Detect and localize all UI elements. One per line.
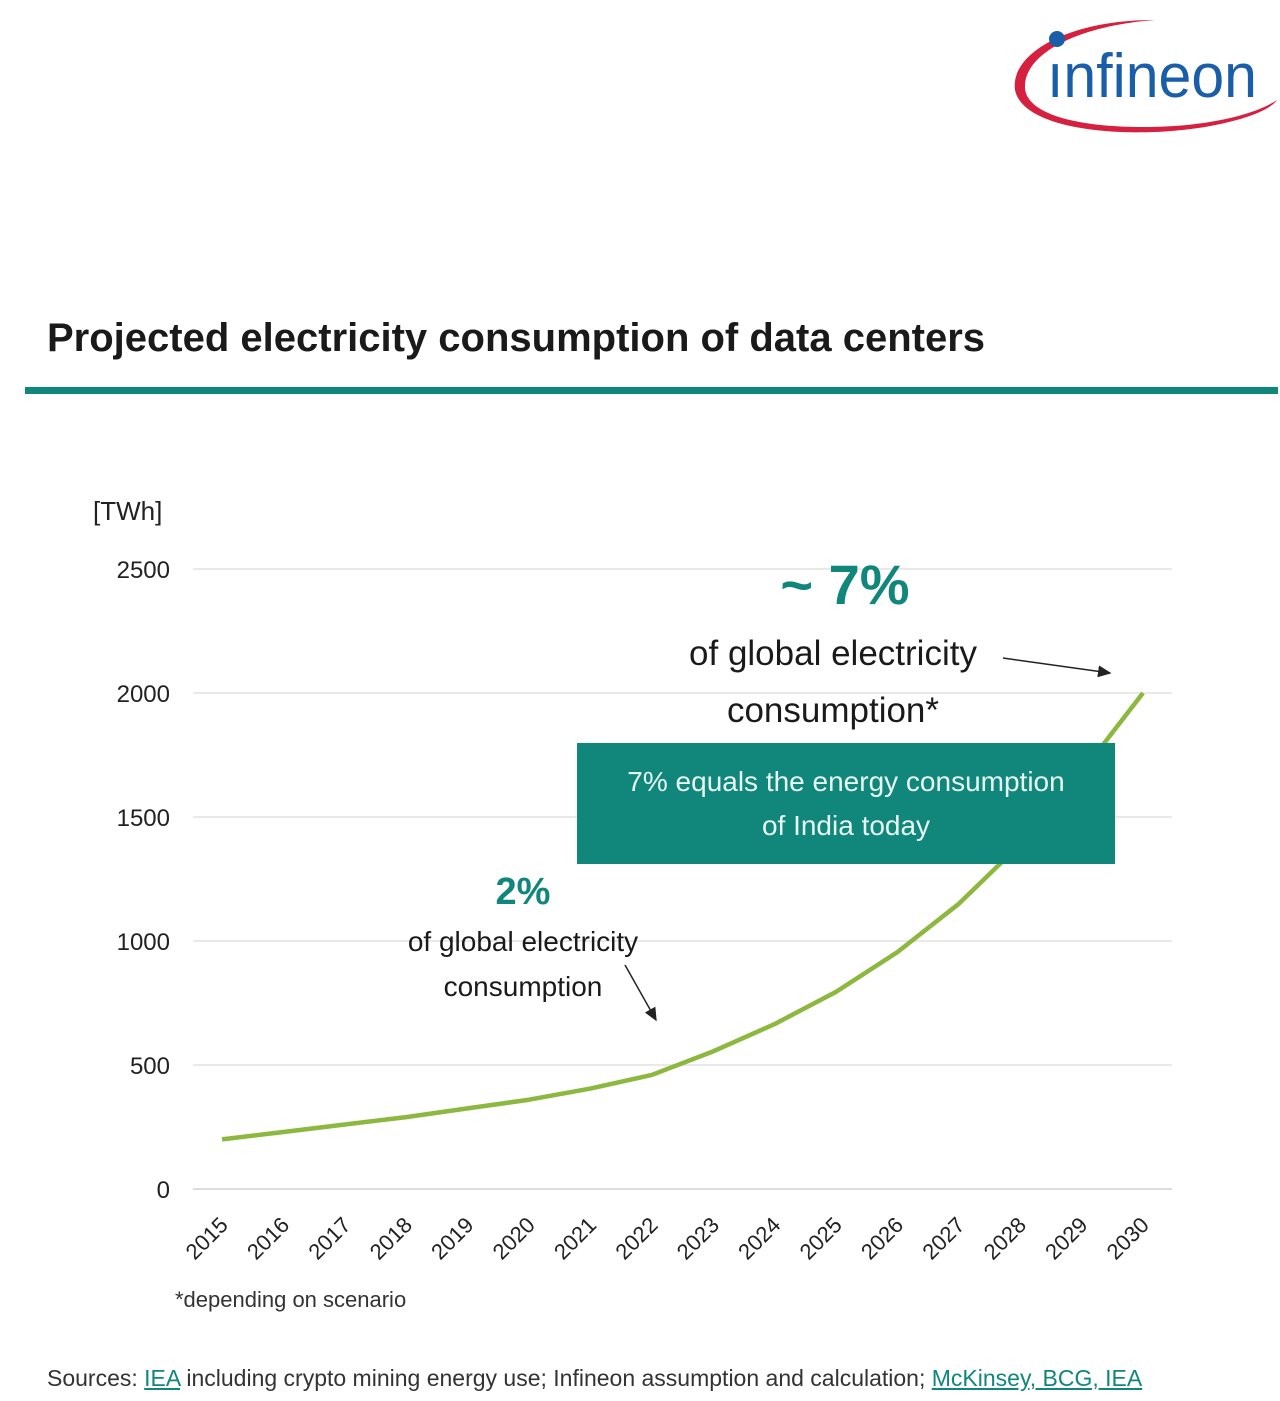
infineon-logo: ınfineon bbox=[1014, 20, 1277, 133]
annotation-7pct-text-1: of global electricity bbox=[689, 634, 977, 673]
x-tick-label: 2028 bbox=[979, 1212, 1031, 1264]
x-tick-label: 2015 bbox=[181, 1212, 233, 1264]
y-tick-label: 500 bbox=[130, 1053, 170, 1080]
x-tick-label: 2020 bbox=[488, 1212, 540, 1264]
source-link-mckinsey-bcg-iea[interactable]: McKinsey, BCG, IEA bbox=[931, 1365, 1143, 1391]
x-tick-label: 2025 bbox=[795, 1212, 847, 1264]
annotation-7pct: ~ 7% bbox=[780, 553, 909, 616]
callout-line-1: 7% equals the energy consumption bbox=[627, 765, 1065, 797]
x-tick-label: 2030 bbox=[1102, 1212, 1154, 1264]
svg-text:ınfineon: ınfineon bbox=[1047, 42, 1257, 111]
x-tick-label: 2029 bbox=[1040, 1212, 1092, 1264]
x-tick-label: 2016 bbox=[242, 1212, 294, 1264]
annotation-2pct-text-1: of global electricity bbox=[408, 926, 638, 957]
arrow-7pct bbox=[1002, 657, 1112, 678]
page-title: Projected electricity consumption of dat… bbox=[47, 316, 986, 360]
sources-middle: including crypto mining energy use; Infi… bbox=[179, 1365, 932, 1391]
annotation-2pct-text-2: consumption bbox=[444, 971, 603, 1002]
x-tick-label: 2017 bbox=[303, 1212, 355, 1264]
y-tick-label: 1500 bbox=[117, 805, 170, 832]
annotation-7pct-text-2: consumption* bbox=[727, 691, 939, 730]
callout-line-2: of India today bbox=[761, 809, 931, 841]
y-tick-label: 0 bbox=[157, 1177, 170, 1204]
y-axis-label: [TWh] bbox=[93, 496, 162, 526]
india-callout-box: 7% equals the energy consumption of Indi… bbox=[577, 743, 1115, 864]
x-tick-label: 2027 bbox=[917, 1212, 969, 1264]
x-tick-label: 2022 bbox=[610, 1212, 662, 1264]
x-tick-label: 2024 bbox=[733, 1212, 785, 1264]
arrow-2pct bbox=[624, 964, 657, 1022]
annotation-2pct: 2% bbox=[496, 871, 551, 913]
x-tick-label: 2019 bbox=[426, 1212, 478, 1264]
title-divider bbox=[25, 387, 1278, 394]
x-tick-label: 2018 bbox=[365, 1212, 417, 1264]
x-tick-label: 2021 bbox=[549, 1212, 601, 1264]
series-line bbox=[221, 691, 1145, 1142]
sources-prefix: Sources: bbox=[47, 1365, 145, 1391]
sources-line: Sources: IEA including crypto mining ene… bbox=[47, 1365, 1142, 1392]
y-tick-label: 1000 bbox=[117, 929, 170, 956]
y-tick-label: 2000 bbox=[117, 681, 170, 708]
y-tick-label: 2500 bbox=[117, 557, 170, 584]
source-link-iea[interactable]: IEA bbox=[144, 1365, 180, 1391]
footnote: *depending on scenario bbox=[175, 1287, 407, 1312]
x-tick-label: 2026 bbox=[856, 1212, 908, 1264]
x-tick-label: 2023 bbox=[672, 1212, 724, 1264]
